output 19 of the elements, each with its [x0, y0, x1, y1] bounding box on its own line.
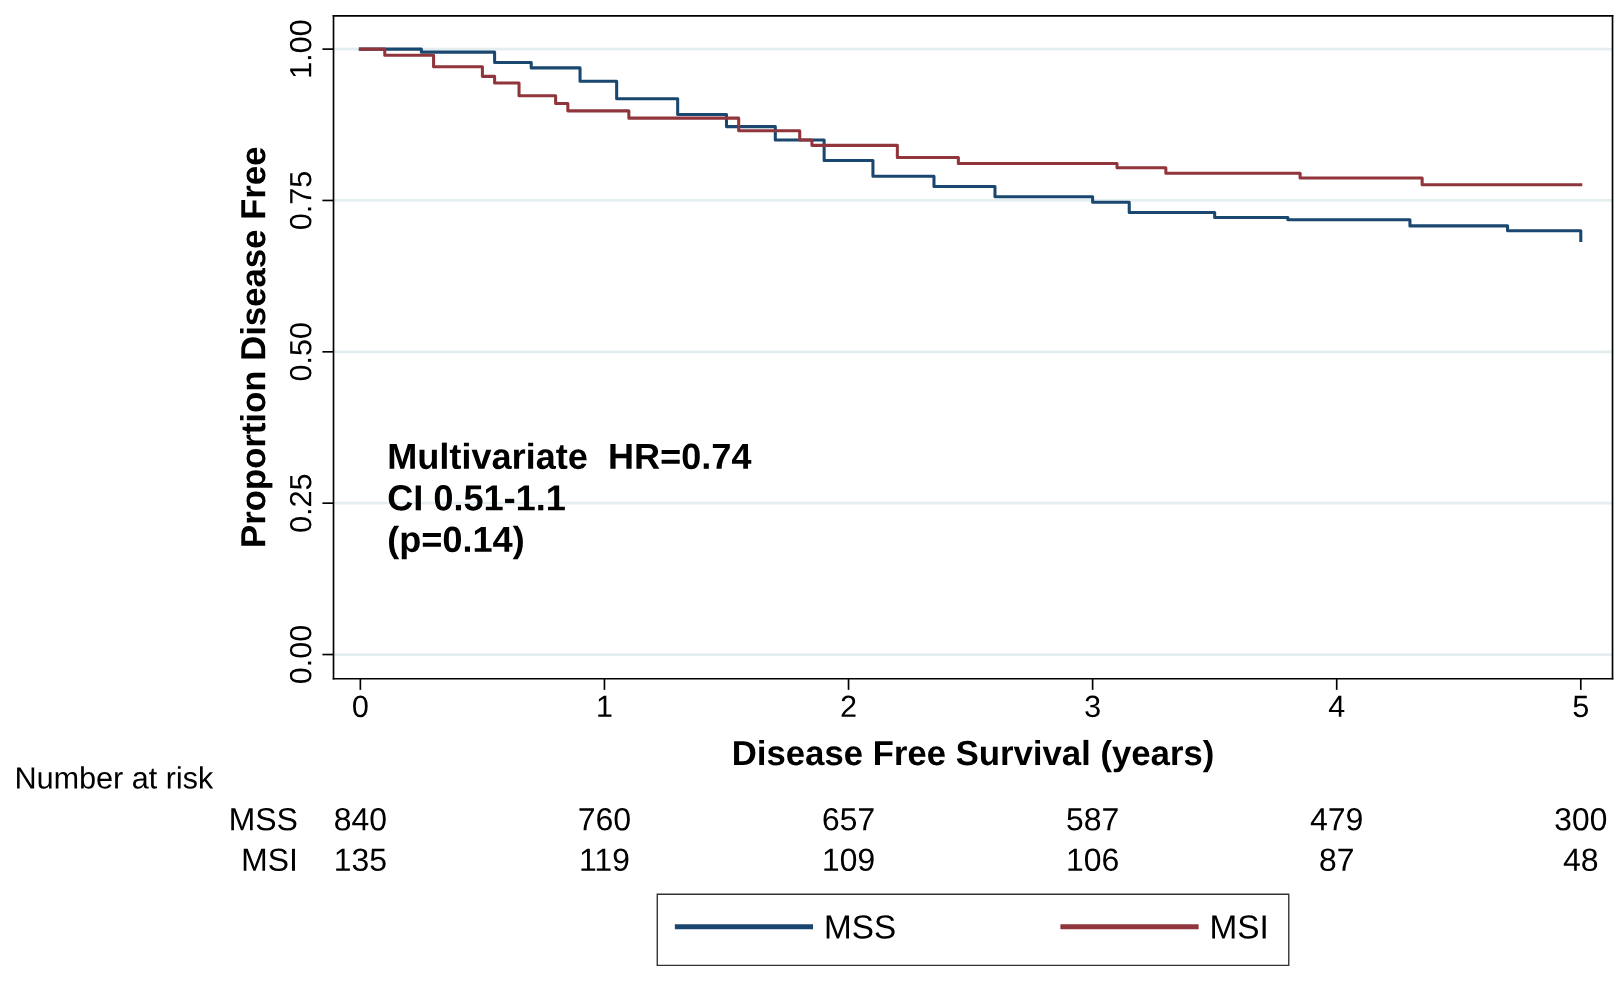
- legend-label: MSS: [826, 915, 895, 939]
- text: MSS 840 760 657 587 479 300: [231, 807, 1607, 831]
- y-axis-title: Proportion Disease Free: [240, 147, 273, 546]
- x-tick-label: 0: [353, 695, 368, 718]
- text: MSI 135 119 109 106 87 48: [243, 848, 1598, 872]
- y-tick-label: 0.50: [289, 323, 312, 381]
- x-tick-label: 3: [1085, 695, 1100, 718]
- annotation: Multivariate HR=0.74 CI 0.51-1.1 (p=0.14): [388, 442, 752, 560]
- x-tick-label: 4: [1328, 695, 1345, 717]
- text: Number at risk: [17, 766, 214, 789]
- y-tick-label: 1.00: [289, 20, 312, 77]
- y-tick-label: 0.75: [289, 172, 312, 229]
- x-axis-title: Disease Free Survival (years): [734, 739, 1213, 773]
- x-tick-label: 5: [1573, 695, 1589, 718]
- x-tick-label: 1: [598, 695, 612, 717]
- x-tick-label: 2: [841, 695, 856, 717]
- legend-label: MSI: [1212, 915, 1266, 939]
- y-tick-label: 0.00: [289, 626, 312, 684]
- y-tick-label: 0.25: [289, 474, 312, 532]
